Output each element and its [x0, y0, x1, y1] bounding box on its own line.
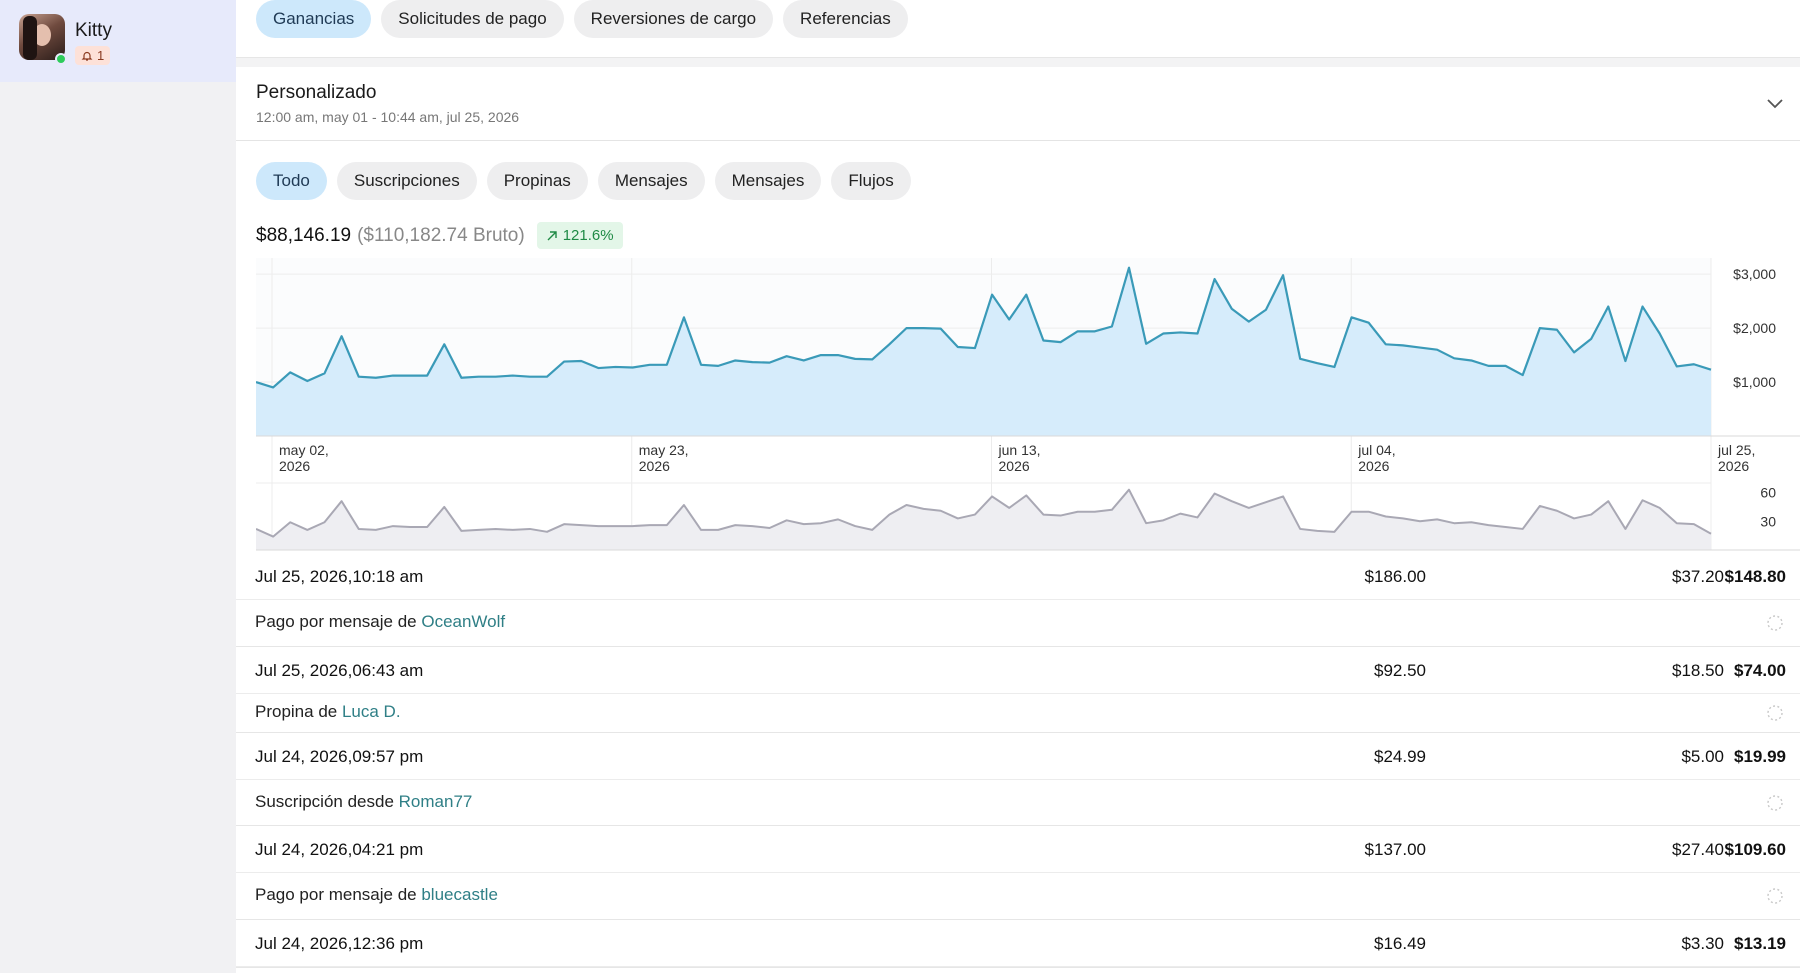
transaction-row[interactable]: Jul 24, 2026,09:57 pm $24.99 $5.00 $19.9…: [236, 733, 1800, 826]
transaction-user-link[interactable]: bluecastle: [421, 885, 498, 904]
transaction-fee: $27.40: [1672, 840, 1724, 859]
y-tick-label: $3,000: [1733, 266, 1776, 282]
transaction-net: $109.60: [1724, 840, 1786, 859]
tab-ganancias[interactable]: Ganancias: [256, 0, 372, 38]
transaction-fee: $18.50: [1672, 661, 1724, 680]
sidebar: Kitty 1: [0, 0, 236, 973]
transaction-fee: $37.20: [1672, 567, 1724, 586]
transaction-row[interactable]: Jul 24, 2026,04:21 pm $137.00 $27.40 $10…: [236, 826, 1800, 920]
account-switcher[interactable]: Kitty 1: [0, 0, 236, 82]
chevron-down-icon[interactable]: [1764, 92, 1786, 114]
pending-spinner-icon: [1767, 615, 1783, 631]
transaction-user-link[interactable]: Roman77: [398, 792, 473, 811]
transaction-type: Suscripción desde: [255, 792, 394, 811]
period-selector[interactable]: Personalizado 12:00 am, may 01 - 10:44 a…: [236, 68, 1800, 141]
transaction-description: Pago por mensaje de OceanWolf: [255, 612, 505, 632]
earnings-line: [256, 266, 1712, 389]
transaction-row[interactable]: Jul 25, 2026,10:18 am $186.00 $37.20 $14…: [236, 553, 1800, 647]
x-tick-label: jul 25, 2026: [1717, 442, 1755, 474]
y-tick-label: $1,000: [1733, 374, 1776, 390]
x-tick-label: may 02, 2026: [279, 442, 329, 474]
tab-reversiones-de-cargo[interactable]: Reversiones de cargo: [573, 0, 774, 38]
pending-spinner-icon: [1767, 705, 1783, 721]
transaction-gross: $186.00: [1364, 567, 1426, 586]
transaction-date: Jul 25, 2026,10:18 am: [255, 567, 424, 586]
arrow-up-right-icon: [547, 230, 557, 240]
earnings-main: Ganancias Solicitudes de pago Reversione…: [236, 0, 1800, 973]
earnings-area: [256, 267, 1711, 436]
tab-solicitudes-de-pago[interactable]: Solicitudes de pago: [381, 0, 564, 38]
count-tick-label: 60: [1760, 485, 1776, 501]
transaction-type: Propina de: [255, 702, 338, 721]
count-area: [256, 489, 1711, 550]
filter-suscripciones[interactable]: Suscripciones: [336, 162, 477, 200]
period-range: 12:00 am, may 01 - 10:44 am, jul 25, 202…: [256, 109, 520, 125]
filter-mensajes[interactable]: Mensajes: [597, 162, 705, 200]
transaction-description: Propina de Luca D.: [255, 702, 401, 722]
period-title: Personalizado: [256, 82, 377, 103]
bell-icon: [81, 51, 93, 61]
transaction-type: Pago por mensaje de: [255, 612, 417, 631]
statements-tabs: Ganancias Solicitudes de pago Reversione…: [256, 0, 908, 38]
transaction-description: Suscripción desde Roman77: [255, 792, 472, 812]
filter-flujos[interactable]: Flujos: [831, 162, 911, 200]
earnings-filter-tabs: Todo Suscripciones Propinas Mensajes Men…: [256, 162, 911, 200]
transaction-row[interactable]: Jul 25, 2026,06:43 am $92.50 $18.50 $74.…: [236, 647, 1800, 733]
x-tick-label: may 23, 2026: [639, 442, 689, 474]
gross-total: ($110,182.74 Bruto): [357, 224, 525, 246]
section-divider: [236, 57, 1800, 67]
count-tick-label: 30: [1760, 513, 1776, 529]
x-tick-label: jul 04, 2026: [1357, 442, 1395, 474]
transaction-date: Jul 24, 2026,04:21 pm: [255, 840, 424, 859]
transaction-fee: $5.00: [1681, 747, 1724, 766]
transaction-fee: $3.30: [1681, 934, 1724, 953]
account-name: Kitty: [75, 20, 112, 41]
growth-badge: 121.6%: [536, 222, 623, 249]
filter-mensajes-2[interactable]: Mensajes: [714, 162, 822, 200]
filter-propinas[interactable]: Propinas: [486, 162, 588, 200]
net-total: $88,146.19: [256, 224, 352, 246]
transaction-gross: $24.99: [1374, 747, 1426, 766]
tab-referencias[interactable]: Referencias: [783, 0, 908, 38]
transaction-description: Pago por mensaje de bluecastle: [255, 885, 498, 905]
pending-spinner-icon: [1767, 795, 1783, 811]
earnings-totals: $88,146.19 ($110,182.74 Bruto) 121.6%: [256, 222, 623, 249]
transaction-row[interactable]: Jul 24, 2026,12:36 pm $16.49 $3.30 $13.1…: [236, 920, 1800, 968]
transaction-net: $13.19: [1734, 934, 1786, 953]
avatar[interactable]: [19, 14, 65, 60]
notification-count: 1: [97, 48, 105, 63]
transaction-net: $148.80: [1724, 567, 1786, 586]
transaction-user-link[interactable]: Luca D.: [341, 702, 401, 721]
earnings-chart[interactable]: $3,000 $2,000 $1,000 may 02, 2026 may 23, 2026…: [256, 258, 1800, 553]
transaction-date: Jul 25, 2026,06:43 am: [255, 661, 424, 680]
transaction-net: $74.00: [1734, 661, 1786, 680]
transaction-date: Jul 24, 2026,09:57 pm: [255, 747, 424, 766]
transaction-gross: $137.00: [1364, 840, 1426, 859]
transaction-net: $19.99: [1734, 747, 1786, 766]
transaction-date: Jul 24, 2026,12:36 pm: [255, 934, 424, 953]
count-line: [256, 488, 1712, 538]
pending-spinner-icon: [1767, 888, 1783, 904]
transaction-user-link[interactable]: OceanWolf: [421, 612, 506, 631]
y-tick-label: $2,000: [1733, 320, 1776, 336]
filter-todo[interactable]: Todo: [256, 162, 327, 200]
notification-badge[interactable]: 1: [75, 46, 111, 65]
online-status-indicator: [55, 53, 67, 65]
transaction-type: Pago por mensaje de: [255, 885, 417, 904]
x-tick-label: jun 13, 2026: [998, 442, 1041, 474]
transaction-gross: $92.50: [1374, 661, 1426, 680]
transaction-gross: $16.49: [1374, 934, 1426, 953]
chart-canvas: $3,000 $2,000 $1,000 may 02, 2026 may 23, 2026…: [256, 258, 1800, 551]
growth-value: 121.6%: [562, 227, 614, 244]
transactions-list: Jul 25, 2026,10:18 am $186.00 $37.20 $14…: [236, 553, 1800, 968]
